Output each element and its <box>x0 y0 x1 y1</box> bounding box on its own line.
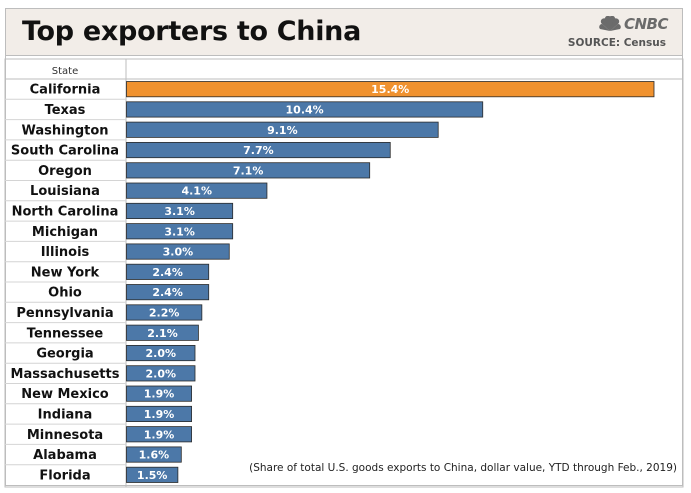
category-label: New Mexico <box>21 387 109 402</box>
category-label: South Carolina <box>11 144 119 159</box>
category-label: Illinois <box>41 245 90 260</box>
category-label: Washington <box>21 123 108 138</box>
value-label: 3.0% <box>163 246 194 259</box>
bar <box>126 426 192 443</box>
value-label: 3.1% <box>164 225 195 238</box>
category-label: Alabama <box>33 448 97 463</box>
category-label: Minnesota <box>27 428 103 443</box>
value-label: 2.0% <box>145 347 176 360</box>
value-label: 2.1% <box>147 327 178 340</box>
bar <box>126 81 655 98</box>
bar <box>126 182 268 199</box>
category-label: New York <box>31 265 100 280</box>
category-label: Oregon <box>38 164 92 179</box>
bar <box>126 284 210 301</box>
bar <box>126 344 196 362</box>
value-label: 15.4% <box>371 83 409 96</box>
category-label: Louisiana <box>30 184 100 199</box>
category-label: Texas <box>45 103 86 118</box>
value-label: 4.1% <box>181 185 212 198</box>
value-label: 2.0% <box>145 367 176 380</box>
category-label: Tennessee <box>27 326 104 341</box>
value-label: 1.9% <box>144 428 175 441</box>
value-label: 7.7% <box>243 144 274 157</box>
peacock-icon <box>599 16 621 31</box>
category-label: Florida <box>39 468 90 483</box>
bar <box>126 223 234 240</box>
chart-header: Top exporters to China CNBC SOURCE: Cens… <box>5 8 683 56</box>
cnbc-logo: CNBC <box>599 15 669 33</box>
value-label: 2.4% <box>152 266 183 279</box>
bar <box>126 304 203 321</box>
value-label: 9.1% <box>267 124 298 137</box>
bar <box>126 466 179 483</box>
category-label: Pennsylvania <box>16 306 113 321</box>
category-label: Michigan <box>32 225 98 240</box>
category-label: Ohio <box>48 286 82 301</box>
category-label: Indiana <box>38 407 93 422</box>
category-label: California <box>30 83 101 98</box>
value-label: 2.2% <box>149 306 180 319</box>
value-labels: 15.4% 10.4% 9.1% 7.7% 7.1% 4.1% 3.1% 3.1% 3.0% 2.… <box>137 83 409 482</box>
table-border <box>4 58 684 488</box>
value-label: 3.1% <box>164 205 195 218</box>
category-label: Georgia <box>36 347 93 362</box>
bar <box>126 243 230 260</box>
value-label: 10.4% <box>286 103 324 116</box>
category-label: North Carolina <box>12 204 119 219</box>
bar <box>126 121 439 138</box>
bar <box>126 263 210 280</box>
bars <box>126 81 655 483</box>
chart-grid <box>4 58 684 488</box>
value-label: 1.6% <box>139 449 170 462</box>
bar <box>126 202 234 220</box>
value-label: 1.9% <box>144 388 175 401</box>
bar <box>126 385 192 402</box>
bar <box>126 365 196 382</box>
bar <box>126 446 182 463</box>
bar <box>126 324 199 341</box>
chart-title: Top exporters to China <box>22 16 362 47</box>
bar <box>126 101 484 118</box>
value-label: 7.1% <box>233 164 264 177</box>
bar <box>126 162 371 179</box>
source-label: SOURCE: Census <box>567 37 666 49</box>
value-label: 1.9% <box>144 408 175 421</box>
column-header: State <box>52 66 78 77</box>
bar <box>126 405 192 422</box>
value-label: 1.5% <box>137 469 168 482</box>
cnbc-wordmark: CNBC <box>623 15 669 33</box>
category-labels: State California Texas Washington South Caro… <box>11 66 120 483</box>
category-label: Massachusetts <box>11 367 120 382</box>
value-label: 2.4% <box>152 286 183 299</box>
bar <box>126 141 391 159</box>
footnote: (Share of total U.S. goods exports to Ch… <box>249 462 677 474</box>
